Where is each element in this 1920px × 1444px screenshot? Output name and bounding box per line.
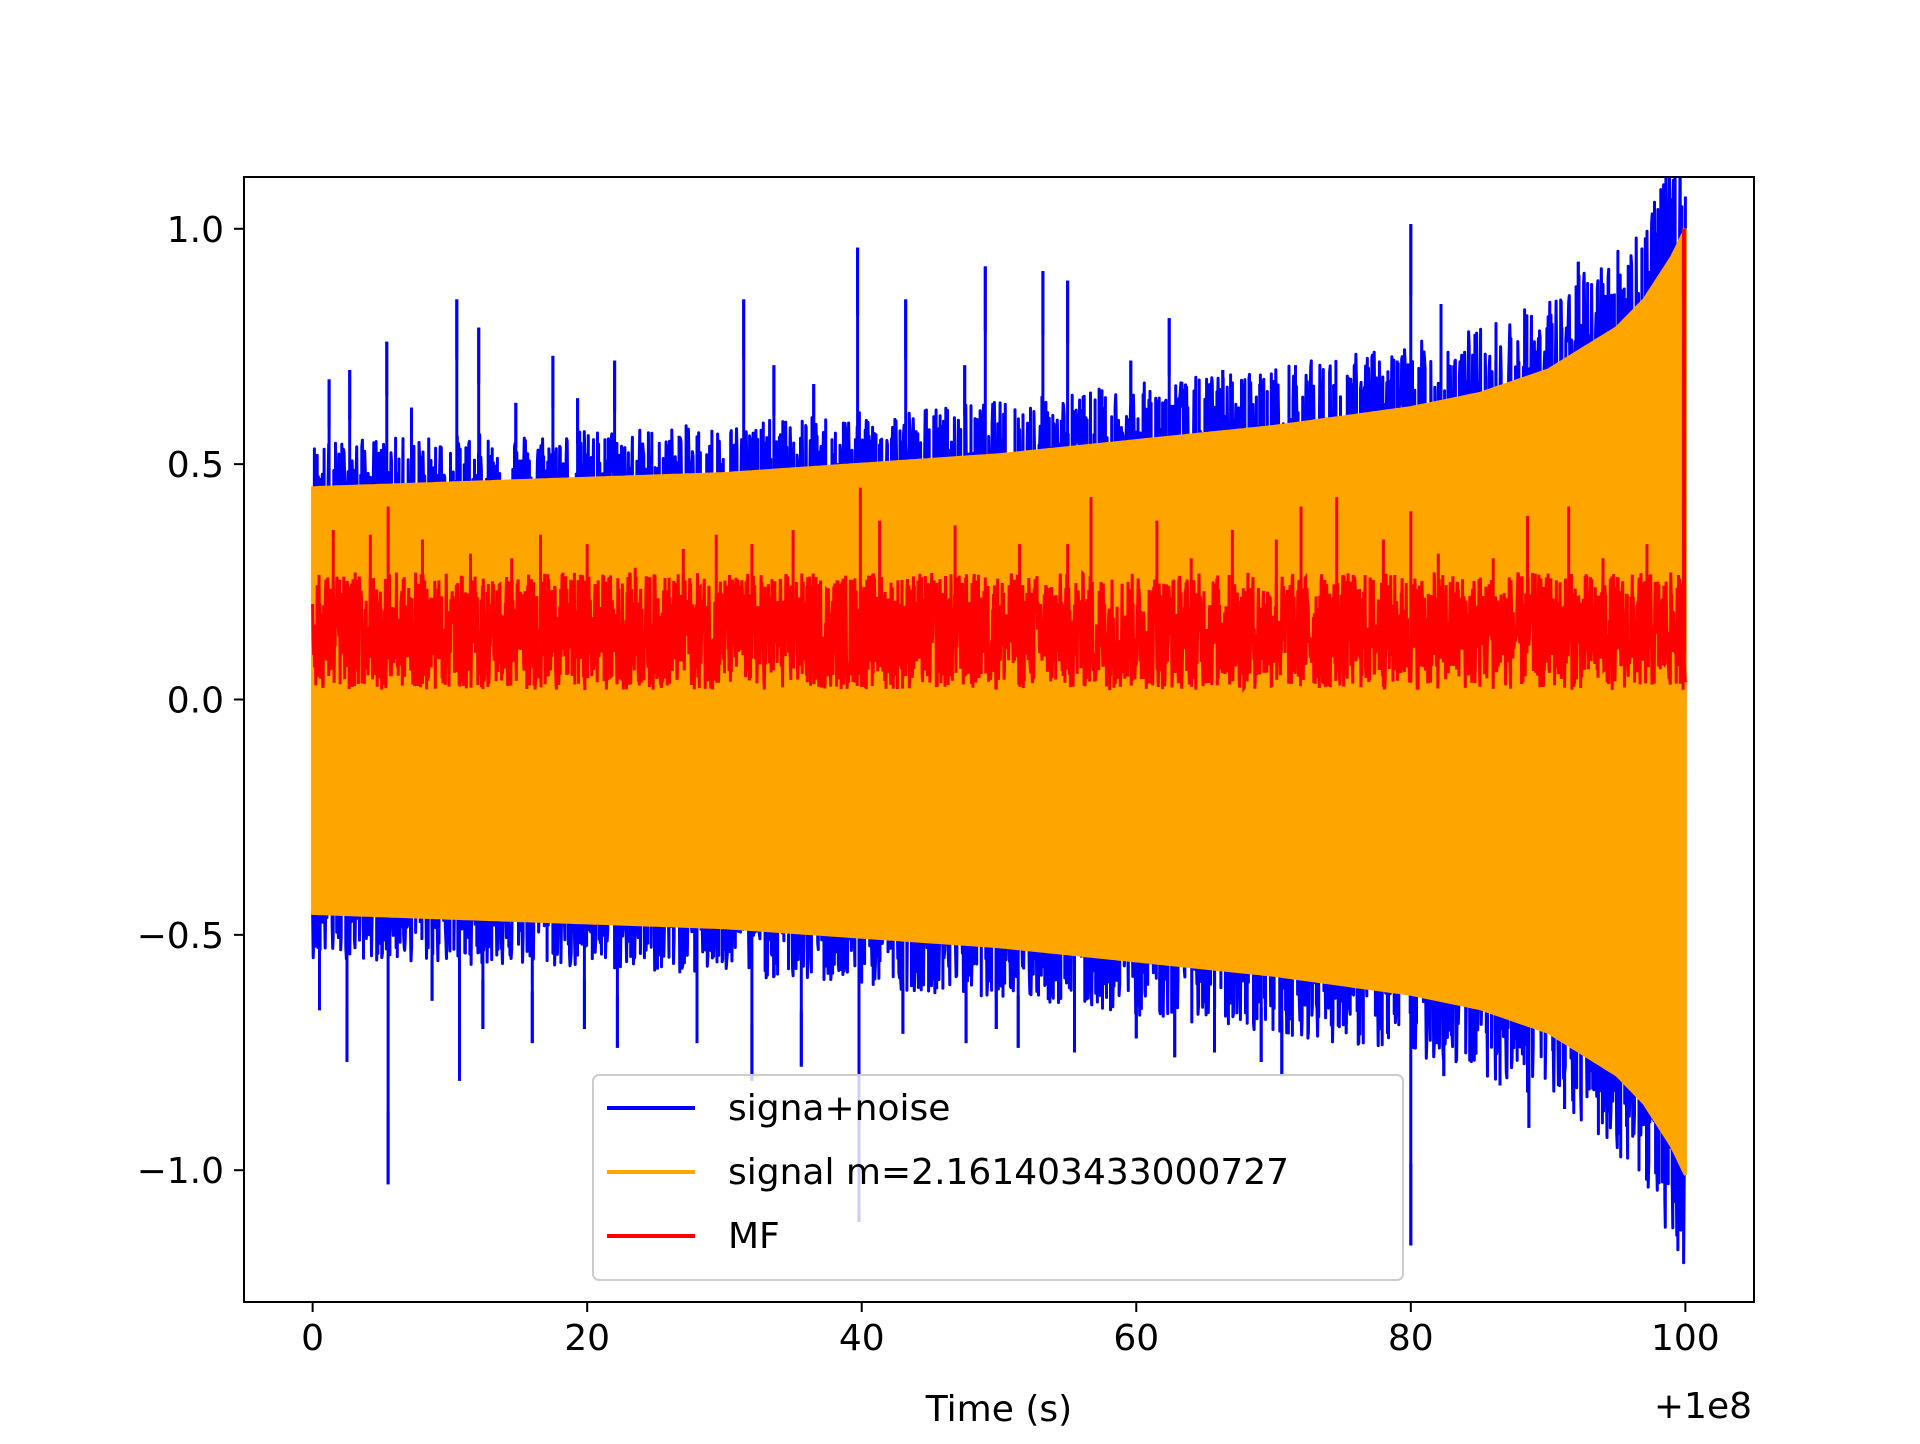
x-tick-label: 60 bbox=[1113, 1318, 1159, 1359]
series-line-mf bbox=[311, 569, 1687, 693]
x-tick-label: 20 bbox=[564, 1318, 610, 1359]
y-tick-label: 0.0 bbox=[167, 680, 224, 721]
y-tick-label: 1.0 bbox=[167, 210, 224, 251]
y-tick-label: −0.5 bbox=[137, 916, 224, 957]
y-tick-label: 0.5 bbox=[167, 445, 224, 486]
series-area-signal bbox=[311, 228, 1687, 1176]
series-mf bbox=[311, 228, 1687, 693]
legend-box bbox=[592, 1074, 1404, 1281]
x-tick-label: 80 bbox=[1388, 1318, 1434, 1359]
y-tick-label: −1.0 bbox=[137, 1151, 224, 1192]
x-tick-label: 40 bbox=[839, 1318, 885, 1359]
series-layer bbox=[311, 177, 1687, 1265]
series-signal bbox=[311, 228, 1687, 1176]
x-tick-label: 0 bbox=[301, 1318, 324, 1359]
x-offset-label: +1e8 bbox=[1654, 1386, 1752, 1427]
legend: signa+noise signal m=2.161403433000727 M… bbox=[592, 1074, 1404, 1281]
legend-label-signal: signal m=2.161403433000727 bbox=[728, 1152, 1289, 1193]
x-tick-label: 100 bbox=[1651, 1318, 1720, 1359]
x-axis-label: Time (s) bbox=[925, 1389, 1072, 1430]
plot-frame bbox=[243, 176, 1755, 1303]
legend-label-mf: MF bbox=[728, 1216, 780, 1257]
legend-label-signa-noise: signa+noise bbox=[728, 1088, 950, 1129]
axis-layer: 0 20 40 60 80 100 1.0 0.5 0.0 −0.5 −1.0 bbox=[137, 210, 1720, 1359]
